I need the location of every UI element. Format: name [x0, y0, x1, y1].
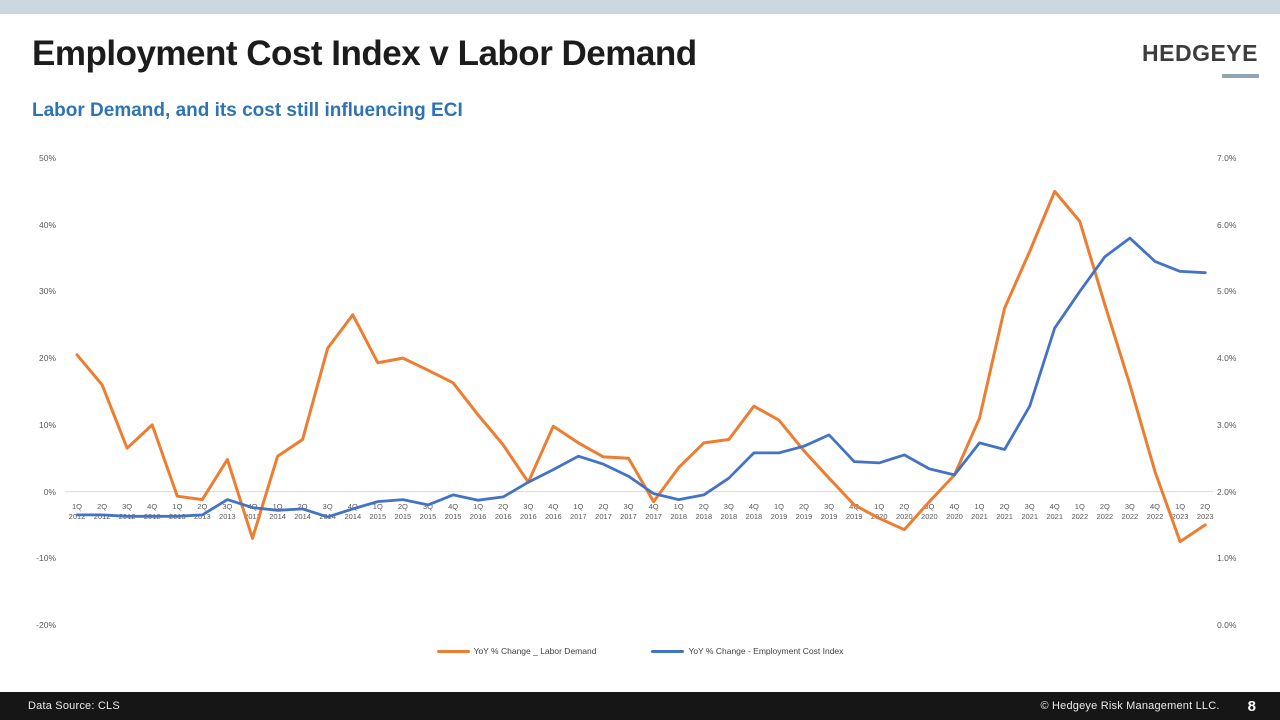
x-axis-label: 4Q 2018 [745, 502, 763, 521]
data-source-label: Data Source: CLS [28, 700, 120, 712]
x-axis-label: 4Q 2014 [344, 502, 362, 521]
x-axis-label: 4Q 2020 [946, 502, 963, 521]
copyright-label: © Hedgeye Risk Management LLC. [1040, 700, 1220, 712]
left-axis-tick: 0% [43, 486, 56, 497]
left-axis-tick: 30% [38, 286, 56, 297]
x-axis-label: 4Q 2022 [1146, 502, 1164, 521]
x-axis-label: 1Q 2018 [670, 502, 688, 521]
x-axis-label: 3Q 2013 [219, 502, 236, 521]
x-axis-label: 1Q 2016 [469, 502, 487, 521]
left-axis-tick: 20% [38, 353, 56, 364]
x-axis-label: 2Q 2019 [795, 502, 813, 521]
x-axis-label: 3Q 2018 [720, 502, 738, 521]
x-axis-label: 1Q 2017 [570, 502, 587, 521]
x-axis-label: 2Q 2020 [895, 502, 913, 521]
x-axis-label: 1Q 2014 [269, 502, 286, 521]
right-axis-tick: 3.0% [1217, 419, 1237, 430]
series-line-0 [75, 189, 1207, 544]
x-axis-label: 4Q 2021 [1046, 502, 1064, 521]
legend-line-swatch [651, 649, 685, 653]
x-axis-label: 1Q 2015 [369, 502, 387, 521]
series-line-1 [75, 236, 1207, 519]
top-accent-bar [0, 0, 1280, 14]
right-axis-tick: 0.0% [1217, 620, 1237, 630]
x-axis-label: 4Q 2015 [444, 502, 462, 521]
page-number: 8 [1247, 697, 1256, 715]
x-axis-label: 2Q 2014 [294, 502, 311, 521]
legend-item-0: YoY % Change _ Labor Demand [436, 646, 597, 656]
x-axis-label: 1Q 2021 [971, 502, 988, 521]
legend-item-1: YoY % Change - Employment Cost Index [651, 646, 843, 656]
right-axis-tick: 4.0% [1217, 353, 1237, 364]
x-axis-label: 2Q 2022 [1096, 502, 1114, 521]
chart-area: 50% 40% 30% 20% 10% 0% -10% -20% 7.0% 6.0% 5.0% 4.… [0, 145, 1280, 675]
x-axis-label: 3Q 2021 [1021, 502, 1039, 521]
x-axis-label: 3Q 2017 [620, 502, 637, 521]
x-axis-label: 1Q 2022 [1071, 502, 1089, 521]
x-axis-label: 1Q 2023 [1171, 502, 1189, 521]
x-axis-label: 4Q 2016 [544, 502, 562, 521]
left-axis-tick: -10% [36, 553, 56, 564]
logo-underline [1222, 74, 1259, 78]
x-axis-label: 1Q 2019 [770, 502, 788, 521]
line-chart-plot [65, 189, 1213, 544]
x-axis-label: 2Q 2017 [595, 502, 612, 521]
x-axis-label: 3Q 2019 [820, 502, 838, 521]
hedgeye-logo: HEDGEYE [1142, 40, 1258, 66]
left-axis-tick: -20% [36, 620, 56, 630]
right-axis-tick: 5.0% [1217, 286, 1237, 297]
x-axis-label: 2Q 2015 [394, 502, 412, 521]
legend-line-swatch [436, 649, 470, 653]
slide-title: Employment Cost Index v Labor Demand [32, 34, 697, 73]
x-axis-label: 1Q 2020 [870, 502, 888, 521]
legend-label: YoY % Change _ Labor Demand [473, 646, 597, 656]
x-axis-label: 2Q 2018 [695, 502, 713, 521]
x-axis-label: 2Q 2023 [1196, 502, 1214, 521]
slide-subtitle: Labor Demand, and its cost still influen… [32, 100, 463, 121]
x-axis-label: 3Q 2020 [921, 502, 938, 521]
x-axis-label: 3Q 2022 [1121, 502, 1139, 521]
x-axis-label: 3Q 2015 [419, 502, 437, 521]
right-axis-tick: 2.0% [1217, 486, 1237, 497]
x-axis-label: 4Q 2017 [645, 502, 662, 521]
legend-label: YoY % Change - Employment Cost Index [688, 646, 844, 656]
left-axis-tick: 40% [38, 219, 56, 230]
x-axis-label: 2Q 2016 [494, 502, 512, 521]
right-axis-tick: 6.0% [1217, 219, 1237, 230]
footer-bar: Data Source: CLS © Hedgeye Risk Manageme… [0, 692, 1280, 720]
x-axis-label: 2Q 2021 [996, 502, 1013, 521]
left-axis-tick: 10% [38, 419, 56, 430]
right-axis-tick: 1.0% [1217, 553, 1237, 564]
left-axis-tick: 50% [38, 153, 56, 163]
right-axis-tick: 7.0% [1217, 153, 1237, 163]
chart-legend: YoY % Change _ Labor Demand YoY % Change … [0, 643, 1280, 659]
x-axis-label: 3Q 2016 [519, 502, 537, 521]
footer-right-group: © Hedgeye Risk Management LLC. 8 [1040, 698, 1256, 715]
